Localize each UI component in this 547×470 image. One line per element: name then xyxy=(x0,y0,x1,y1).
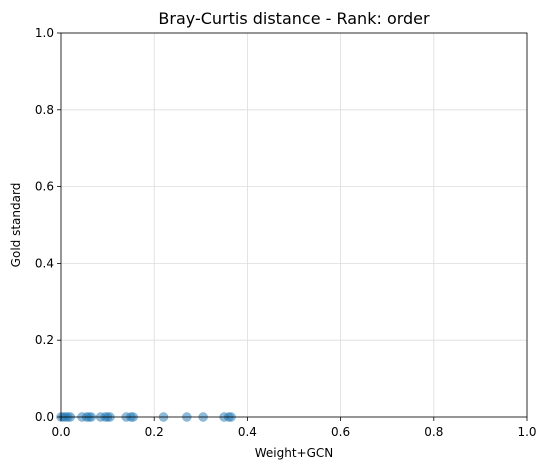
x-tick-label: 0.4 xyxy=(238,425,257,439)
x-tick-label: 0.8 xyxy=(424,425,443,439)
y-tick-label: 0.6 xyxy=(35,180,54,194)
y-axis-label: Gold standard xyxy=(9,183,23,268)
x-tick-label: 0.2 xyxy=(145,425,164,439)
y-tick-label: 0.4 xyxy=(35,256,54,270)
y-tick-label: 0.2 xyxy=(35,333,54,347)
x-tick-label: 0.6 xyxy=(331,425,350,439)
chart-title: Bray-Curtis distance - Rank: order xyxy=(158,9,430,28)
x-tick-label: 1.0 xyxy=(517,425,536,439)
axes-frame xyxy=(60,32,528,418)
y-tick-label: 0.8 xyxy=(35,103,54,117)
y-tick-label: 0.0 xyxy=(35,410,54,424)
x-axis-ticks: 0.0 0.2 0.4 0.6 0.8 1.0 xyxy=(51,417,537,439)
x-axis-label: Weight+GCN xyxy=(255,446,334,460)
y-tick-label: 1.0 xyxy=(35,26,54,40)
x-tick-label: 0.0 xyxy=(51,425,70,439)
y-axis-ticks: 0.0 0.2 0.4 0.6 0.8 1.0 xyxy=(35,26,61,424)
